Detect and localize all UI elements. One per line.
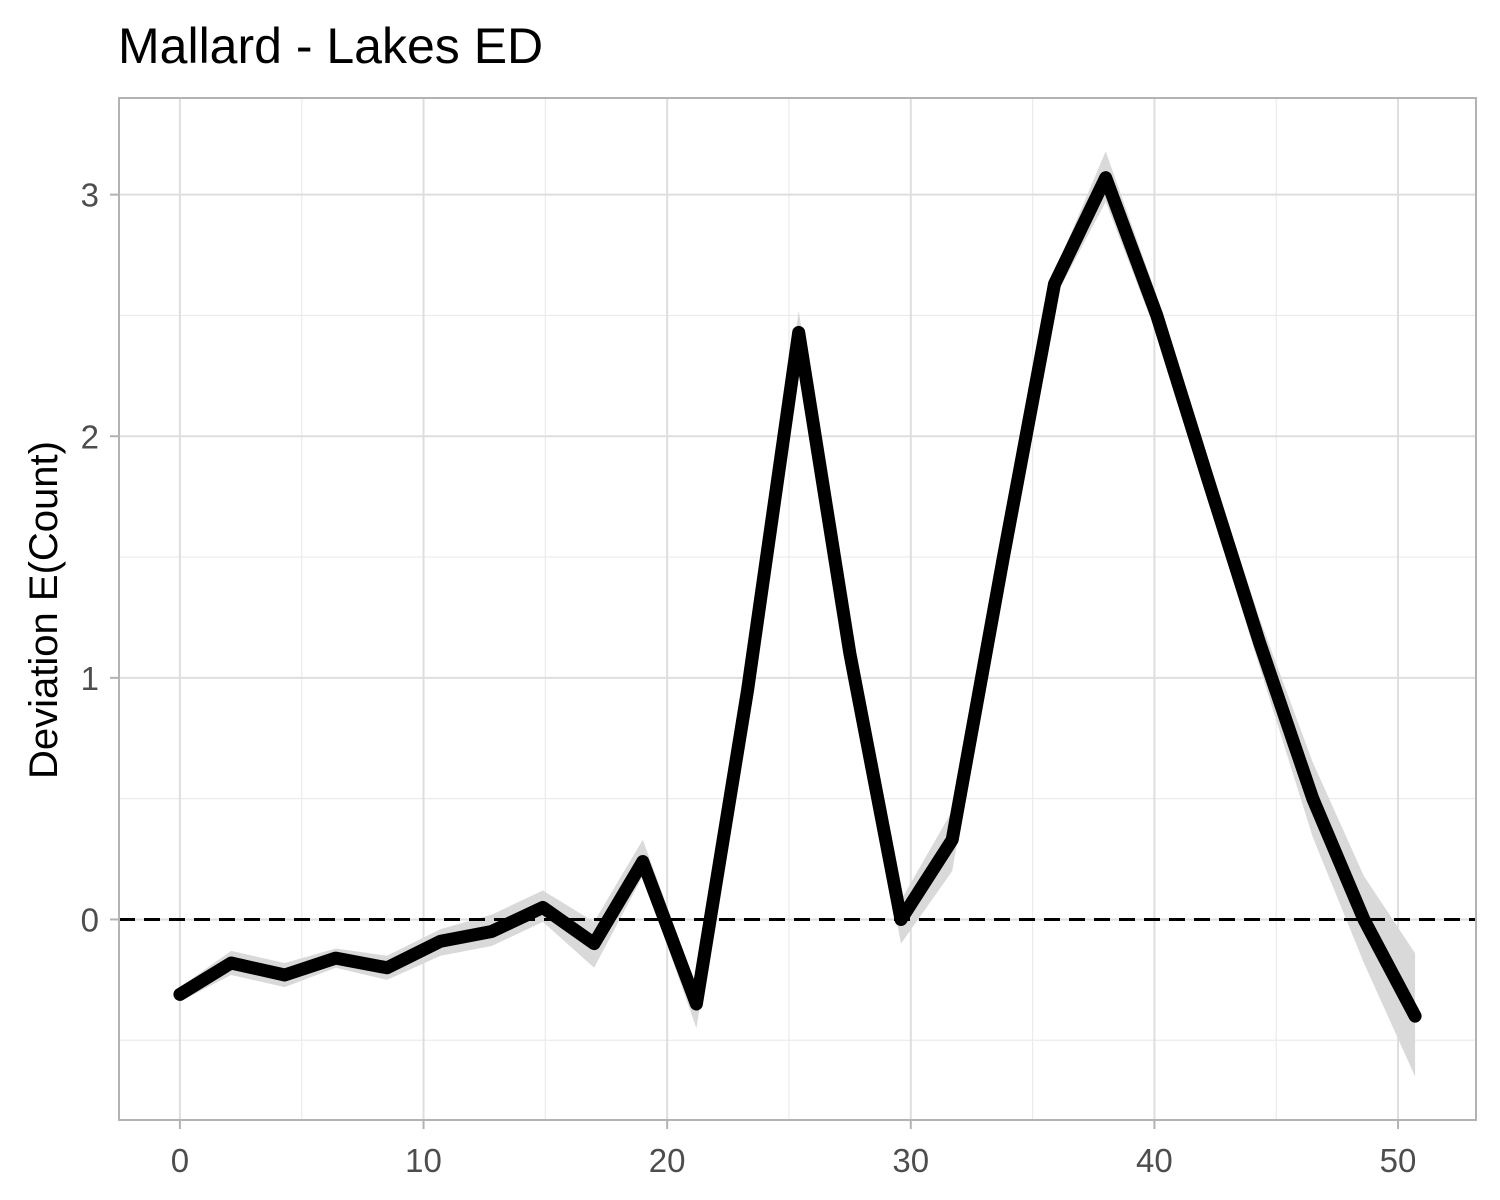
x-tick-label: 50 (1380, 1142, 1417, 1179)
y-axis-ticks: 0 1 2 3 (81, 177, 119, 938)
data-point (1312, 798, 1313, 799)
data-point (179, 994, 180, 995)
data-point (696, 1004, 697, 1005)
data-point (1415, 1016, 1416, 1017)
y-tick-label: 3 (81, 177, 99, 214)
data-point (284, 975, 285, 976)
x-axis-ticks: 0 10 20 30 40 50 (171, 1120, 1417, 1179)
data-point (1156, 315, 1157, 316)
x-tick-label: 40 (1136, 1142, 1173, 1179)
data-point (1363, 919, 1364, 920)
panel-border (118, 97, 1477, 1121)
minor-gridlines (119, 98, 1476, 1120)
data-point (849, 653, 850, 654)
x-tick-label: 10 (405, 1142, 442, 1179)
y-tick-label: 1 (81, 660, 99, 697)
data-points (179, 177, 1415, 1016)
data-point (798, 332, 799, 333)
data-point (747, 689, 748, 690)
data-point (335, 958, 336, 959)
data-point (594, 943, 595, 944)
data-point (1208, 479, 1209, 480)
data-point (901, 919, 902, 920)
y-tick-label: 0 (81, 901, 99, 938)
chart-title: Mallard - Lakes ED (118, 18, 543, 74)
confidence-band-area (179, 151, 1416, 1077)
data-point (440, 941, 441, 942)
x-tick-label: 30 (892, 1142, 929, 1179)
x-tick-label: 0 (171, 1142, 189, 1179)
data-point (1105, 177, 1106, 178)
y-tick-label: 2 (81, 418, 99, 455)
data-point (642, 861, 643, 862)
data-point (231, 962, 232, 963)
data-point (542, 907, 543, 908)
data-point (386, 967, 387, 968)
data-point (1054, 284, 1055, 285)
confidence-band (179, 151, 1416, 1077)
data-point (1003, 557, 1004, 558)
series-polyline (173, 171, 1422, 1023)
major-gridlines (119, 98, 1476, 1120)
series-line (173, 171, 1422, 1023)
y-axis-label: Deviation E(Count) (22, 441, 66, 779)
x-tick-label: 20 (649, 1142, 686, 1179)
data-point (1259, 641, 1260, 642)
data-point (491, 931, 492, 932)
data-point (952, 839, 953, 840)
